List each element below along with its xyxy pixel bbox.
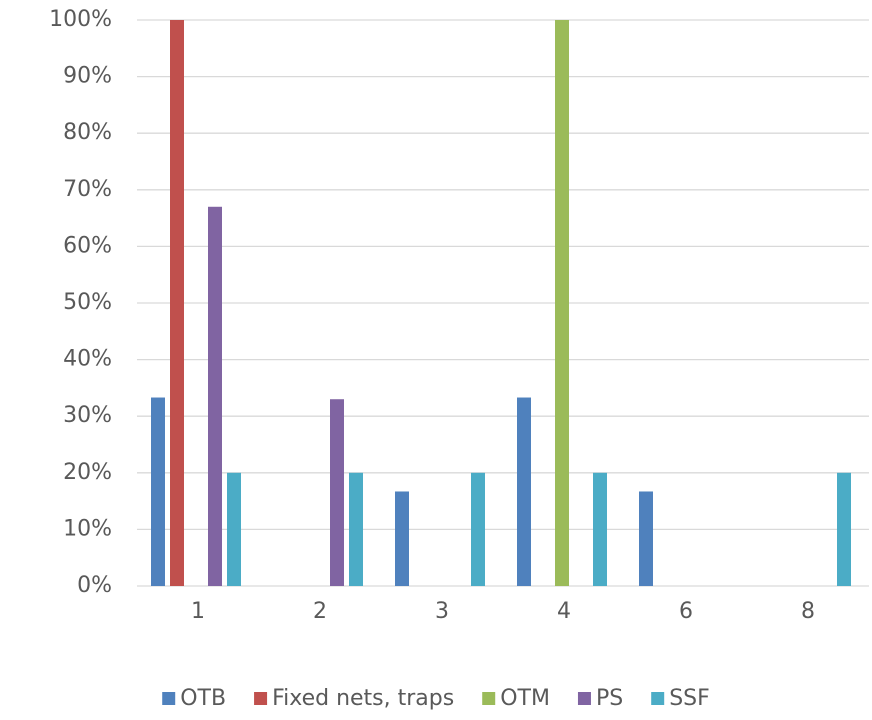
legend-swatch — [162, 692, 176, 705]
bar — [471, 472, 485, 586]
bar — [170, 20, 184, 586]
legend-label: OTM — [500, 686, 550, 711]
y-tick-label: 50% — [63, 290, 112, 315]
y-tick-label: 10% — [63, 516, 112, 541]
bar — [349, 472, 363, 586]
y-tick-label: 90% — [63, 64, 112, 89]
legend-swatch — [254, 692, 268, 705]
bar — [395, 491, 409, 586]
y-tick-label: 20% — [63, 460, 112, 485]
legend-swatch — [577, 692, 591, 705]
y-tick-label: 80% — [63, 120, 112, 145]
y-tick-label: 30% — [63, 403, 112, 428]
y-tick-label: 100% — [49, 7, 112, 32]
y-tick-label: 0% — [77, 573, 112, 598]
legend-label: OTB — [180, 686, 226, 711]
x-tick-label: 2 — [313, 599, 327, 624]
x-tick-label: 6 — [679, 599, 693, 624]
bar — [227, 472, 241, 586]
bar — [208, 206, 222, 586]
bar — [837, 472, 851, 586]
y-tick-label: 40% — [63, 347, 112, 372]
x-tick-label: 1 — [191, 599, 205, 624]
y-tick-label: 70% — [63, 177, 112, 202]
x-tick-label: 3 — [435, 599, 449, 624]
legend-label: SSF — [669, 686, 710, 711]
bar — [593, 472, 607, 586]
bar — [517, 397, 531, 586]
x-tick-label: 8 — [801, 599, 815, 624]
legend-label: PS — [596, 686, 623, 711]
x-tick-label: 4 — [557, 599, 571, 624]
bar — [639, 491, 653, 586]
legend-label: Fixed nets, traps — [272, 686, 454, 711]
bar — [330, 399, 344, 586]
y-tick-label: 60% — [63, 233, 112, 258]
legend-swatch — [482, 692, 496, 705]
bar — [555, 20, 569, 586]
legend-swatch — [651, 692, 665, 705]
bar — [151, 397, 165, 586]
